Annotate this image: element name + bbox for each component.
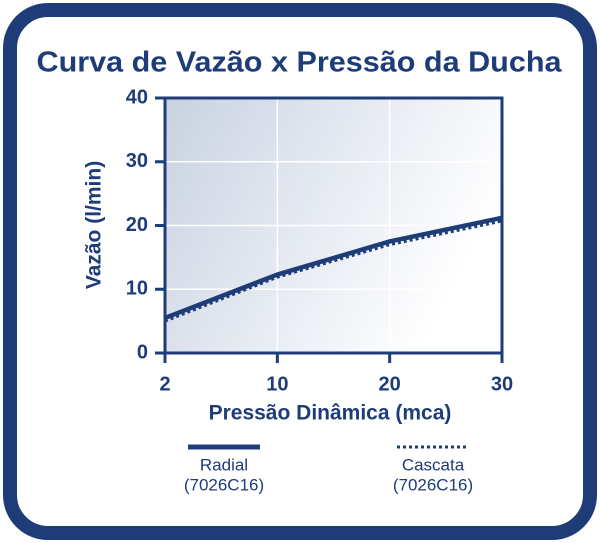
chart-title: Curva de Vazão x Pressão da Ducha [37,47,563,79]
legend-model: (7026C16) [393,475,473,494]
x-tick-label: 2 [159,373,170,395]
y-tick-label: 40 [126,86,148,108]
y-tick-label: 20 [126,214,148,236]
series-line [164,215,503,321]
y-tick-label: 10 [126,278,148,300]
series-line [164,219,503,323]
x-tick-label: 10 [266,373,288,395]
legend-label: Radial [200,455,248,474]
y-tick-label: 30 [126,150,148,172]
legend-label: Cascata [402,455,465,474]
x-tick-label: 20 [379,373,401,395]
plot-border [163,96,504,355]
x-tick-label: 30 [491,373,513,395]
y-axis-label: Vazão (l/min) [83,161,106,289]
legend-model: (7026C16) [184,475,264,494]
x-axis-label: Pressão Dinâmica (mca) [209,402,452,425]
y-tick-label: 0 [137,341,148,363]
